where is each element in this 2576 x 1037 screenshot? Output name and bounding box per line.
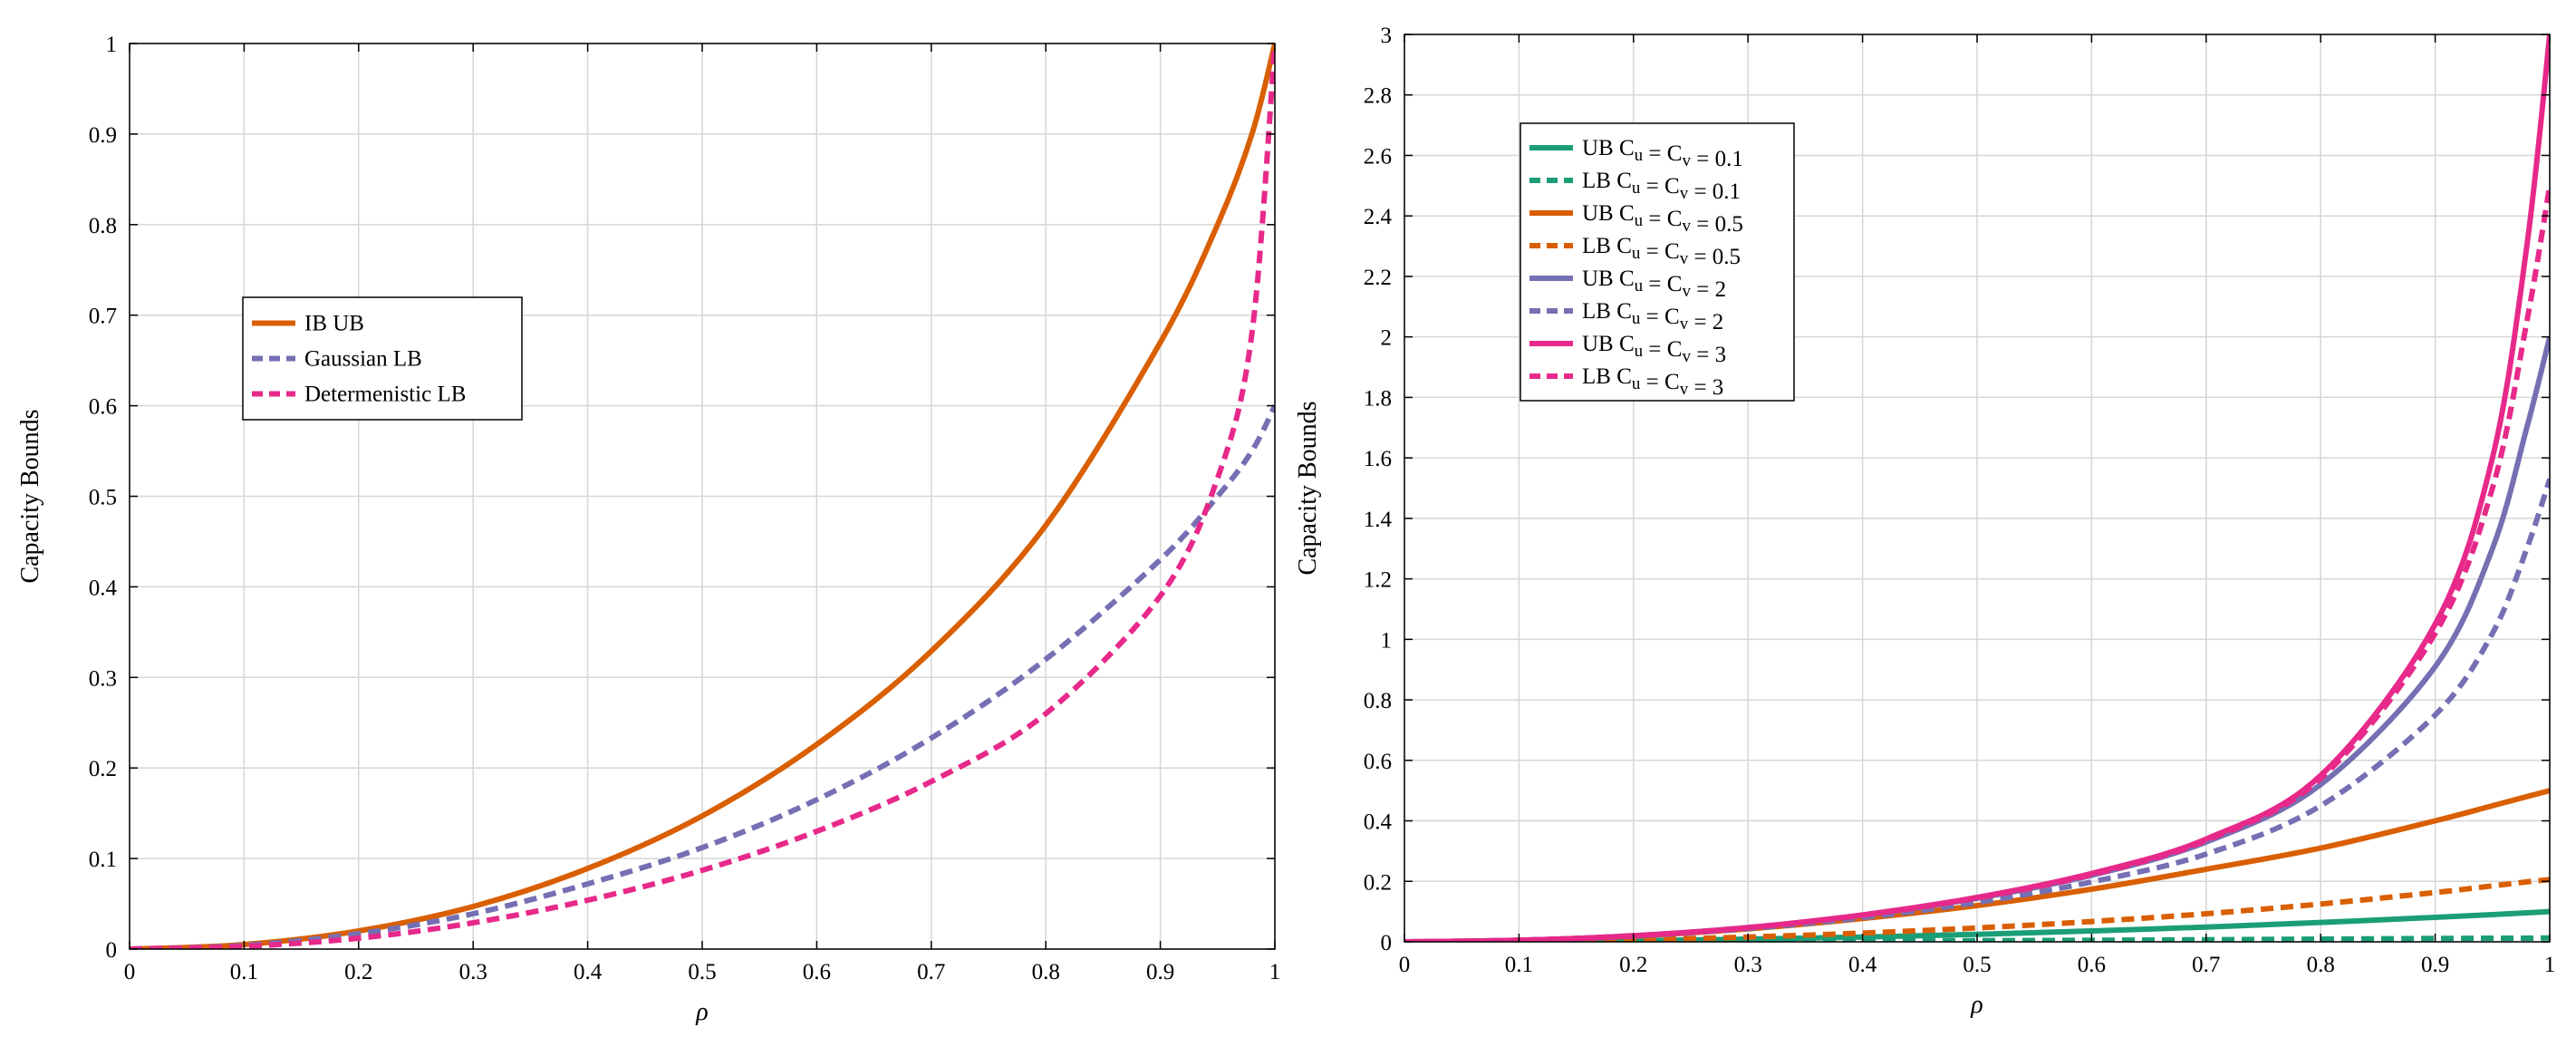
y-tick-label: 2 <box>1381 326 1393 351</box>
y-tick-label: 0.5 <box>89 486 117 510</box>
series-line <box>1404 185 2550 942</box>
x-tick-label: 1 <box>1269 960 1281 984</box>
y-tick-label: 0 <box>1381 931 1393 955</box>
legend-box <box>1520 122 1795 402</box>
legend-label: UB Cu = Cv = 3 <box>1582 332 1726 367</box>
legend: UB Cu = Cv = 0.1LB Cu = Cv = 0.1UB Cu = … <box>1520 122 1795 402</box>
x-tick-label: 0.6 <box>2078 953 2106 977</box>
x-tick-label: 0.1 <box>230 960 258 984</box>
y-tick-label: 0.4 <box>1364 810 1393 835</box>
x-tick-label: 0.5 <box>688 960 716 984</box>
x-tick-label: 0.9 <box>1146 960 1174 984</box>
x-tick-label: 0.7 <box>2192 953 2220 977</box>
x-tick-label: 0.8 <box>1032 960 1060 984</box>
series-line <box>130 43 1275 949</box>
legend-label: LB Cu = Cv = 3 <box>1582 364 1723 400</box>
y-tick-label: 0.2 <box>1364 870 1392 895</box>
y-tick-label: 0.9 <box>89 123 117 148</box>
series-line <box>130 43 1275 949</box>
x-tick-label: 0.2 <box>1619 953 1647 977</box>
legend-label: Gaussian LB <box>304 347 422 372</box>
series-line <box>130 404 1275 949</box>
left-chart-panel: 0 0.1 0.2 0.3 0.4 0.5 0.6 0.7 0.8 0.9 1 0 0.1 0.2 0.3 0… <box>16 33 1280 1026</box>
y-tick-label: 0.3 <box>89 666 117 691</box>
series-line <box>1404 877 2550 942</box>
y-tick-label: 2.8 <box>1364 84 1392 109</box>
y-tick-label: 3 <box>1381 24 1393 48</box>
y-tick-label: 0.8 <box>1364 689 1392 713</box>
x-tick-label: 0.4 <box>574 960 603 984</box>
legend-label: IB UB <box>304 312 364 336</box>
legend-label: UB Cu = Cv = 0.1 <box>1582 136 1743 171</box>
y-tick-label: 0.4 <box>89 576 118 600</box>
x-tick-label: 0.6 <box>803 960 831 984</box>
x-tick-label: 0.2 <box>344 960 372 984</box>
y-tick-label: 2.4 <box>1364 205 1393 229</box>
y-tick-label: 1 <box>106 33 118 57</box>
x-axis-label: ρ <box>695 998 708 1026</box>
y-tick-label: 2.6 <box>1364 144 1392 169</box>
legend-label: Determenistic LB <box>304 383 466 407</box>
x-axis-label: ρ <box>1970 991 1983 1019</box>
y-axis-label: Capacity Bounds <box>1294 401 1322 575</box>
x-tick-label: 0.3 <box>459 960 487 984</box>
y-tick-label: 2.2 <box>1364 266 1392 290</box>
y-tick-label: 0.6 <box>1364 750 1392 774</box>
y-tick-label: 0.8 <box>89 214 117 238</box>
x-tick-label: 0.7 <box>917 960 945 984</box>
legend-label: LB Cu = Cv = 2 <box>1582 299 1723 334</box>
x-tick-label: 0.3 <box>1734 953 1762 977</box>
x-tick-label: 0 <box>124 960 136 984</box>
x-tick-label: 1 <box>2544 953 2556 977</box>
y-tick-label: 1 <box>1381 628 1393 653</box>
x-tick-label: 0.8 <box>2307 953 2335 977</box>
legend-label: UB Cu = Cv = 0.5 <box>1582 201 1743 237</box>
series-group <box>130 43 1275 949</box>
x-tick-label: 0.4 <box>1848 953 1877 977</box>
y-tick-label: 0.7 <box>89 305 117 329</box>
legend-label: LB Cu = Cv = 0.1 <box>1582 169 1741 204</box>
y-tick-label: 0.1 <box>89 848 117 872</box>
x-tick-label: 0 <box>1399 953 1411 977</box>
legend: IB UB Gaussian LB Determenistic LB <box>242 296 523 421</box>
y-tick-label: 1.4 <box>1364 508 1393 532</box>
legend-label: UB Cu = Cv = 2 <box>1582 267 1726 302</box>
y-tick-label: 1.8 <box>1364 386 1392 411</box>
y-tick-label: 0.2 <box>89 757 117 781</box>
legend-label: LB Cu = Cv = 0.5 <box>1582 234 1741 269</box>
y-axis-label: Capacity Bounds <box>16 409 44 583</box>
y-tick-label: 0.6 <box>89 395 117 420</box>
y-tick-label: 1.2 <box>1364 568 1392 593</box>
y-tick-label: 1.6 <box>1364 447 1392 471</box>
x-tick-label: 0.1 <box>1505 953 1533 977</box>
x-tick-label: 0.9 <box>2421 953 2449 977</box>
y-tick-label: 0 <box>106 938 118 963</box>
x-tick-label: 0.5 <box>1963 953 1991 977</box>
right-chart-panel: 0 0.1 0.2 0.3 0.4 0.5 0.6 0.7 0.8 0.9 1 0 0.2 0.4 0.6 0… <box>1294 24 2555 1019</box>
